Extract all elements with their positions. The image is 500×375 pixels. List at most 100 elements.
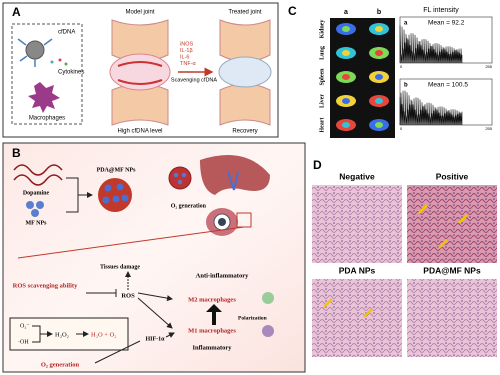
hif-label: HIF-1α <box>145 336 165 342</box>
ros-label: ROS <box>121 292 135 299</box>
polarization-label: Polarization <box>238 315 267 321</box>
inflammatory-label: Inflammatory <box>193 344 233 351</box>
high-level-label: High cfDNA level <box>117 129 162 135</box>
histology-image <box>407 279 497 357</box>
m1-cell <box>262 325 274 337</box>
dopamine-label: Dopamine <box>23 190 50 196</box>
histograms: a Mean = 92.2 0 255 b Mean = 100.5 0 255 <box>399 16 493 131</box>
column-label: a <box>344 9 348 16</box>
reaction-box <box>9 317 129 351</box>
organ-signal-core <box>375 98 383 104</box>
cytokines-label: Cytokines <box>58 70 84 76</box>
dna-strand <box>17 38 53 67</box>
histogram-profile <box>399 90 463 126</box>
panel-label: B <box>12 146 21 160</box>
histology-image <box>407 185 497 263</box>
yellow-arrow <box>458 214 468 224</box>
ros-scavenging: ROS scavenging ability <box>13 282 78 289</box>
inset-box <box>11 23 83 125</box>
organ-signal-core <box>342 122 350 128</box>
tile-label: PDA@MF NPs <box>423 265 481 275</box>
anti-inflammatory: Anti-inflammatory <box>196 272 249 279</box>
histology-image <box>312 185 402 263</box>
panel-label: C <box>288 4 297 18</box>
dopamine-chains <box>13 164 63 186</box>
merge-arrow <box>66 177 92 213</box>
histology-grid: Negative Positive PDA NPs PDA@MF NPs <box>312 171 497 357</box>
products: H₂O + O₂ <box>91 331 117 338</box>
m2-cell <box>262 292 274 304</box>
column-label: b <box>377 9 381 16</box>
organ-signal-core <box>342 74 350 80</box>
axis-start: 0 <box>400 126 403 131</box>
panel-a: A cfDNA Cytokines Macrophages Model join… <box>2 2 279 138</box>
callout-line <box>17 226 245 259</box>
yellow-arrow <box>438 239 448 249</box>
axis-end: 255 <box>485 126 492 131</box>
treated-joint <box>218 19 272 126</box>
histogram-mean: Mean = 100.5 <box>428 82 468 89</box>
cfdna-label: cfDNA <box>58 30 75 36</box>
m1-label: M1 macrophages <box>188 327 236 334</box>
panel-d: D Negative Positive PDA NPs PDA@MF NPs <box>312 158 497 357</box>
mf-nps <box>26 201 44 217</box>
yellow-arrow <box>323 298 333 308</box>
organ-signal-core <box>375 50 383 56</box>
mf-nps-label: MF NPs <box>26 220 48 226</box>
m2-label: M2 macrophages <box>188 296 236 303</box>
panel-b: B Dopamine MF NPs PDA@MF NPs O₂ generati… <box>2 142 306 373</box>
tile-label: PDA NPs <box>339 265 376 275</box>
organ-signal-core <box>342 50 350 56</box>
tissues-damage: Tissues damage <box>100 264 140 270</box>
organ-grid: a b Kidney Lung Spleen Liver Heart <box>319 9 389 133</box>
arrow <box>137 297 173 329</box>
o2-generation-bottom: O₂ generation <box>41 361 80 368</box>
model-joint-label: Model joint <box>125 10 154 16</box>
organ-label: Heart <box>319 118 325 133</box>
arrow <box>137 292 173 302</box>
organ-label: Kidney <box>319 20 325 39</box>
arrow-label: Scavenging cfDNA <box>171 77 217 83</box>
tile-label: Positive <box>436 171 469 181</box>
marker-label: IL-1β <box>180 48 193 54</box>
organ-signal-core <box>375 122 383 128</box>
histogram-title: FL intensity <box>423 7 459 14</box>
histogram-tag: b <box>404 83 408 89</box>
histogram-tag: a <box>404 21 408 27</box>
organ-signal-core <box>375 74 383 80</box>
hydroxyl: ·OH <box>18 339 29 345</box>
histology-image <box>312 279 402 357</box>
superoxide: O₂⁻ <box>20 323 30 329</box>
yellow-arrow <box>418 204 428 214</box>
marker-label: TNF-α <box>180 61 197 67</box>
organ-signal-core <box>375 26 383 32</box>
panel-label: A <box>12 5 21 19</box>
marker-label: IL-6 <box>180 54 189 60</box>
organ-label: Liver <box>319 94 325 108</box>
panel-c: C a b Kidney Lung Spleen Liver Heart FL intens… <box>288 4 493 138</box>
inhibit-line <box>94 340 141 364</box>
yellow-arrow <box>363 308 373 318</box>
organ-signal-core <box>342 26 350 32</box>
nanoparticle <box>25 40 45 60</box>
arrow <box>165 332 175 338</box>
organ-label: Lung <box>319 46 325 60</box>
polarization-arrow <box>206 304 222 325</box>
macrophages-label: Macrophages <box>29 116 65 122</box>
histogram-profile <box>399 25 463 64</box>
model-joint <box>109 19 171 126</box>
axis-start: 0 <box>400 64 403 69</box>
macrophage <box>28 82 60 113</box>
cytokine-dots <box>50 58 68 66</box>
axis-end: 255 <box>485 64 492 69</box>
reaction-arrow <box>32 325 52 343</box>
marker-label: iNOS <box>180 41 193 47</box>
h2o2: H₂O₂ <box>55 331 69 338</box>
o2-generation-top: O₂ generation <box>171 203 207 209</box>
treated-joint-label: Treated joint <box>228 10 261 16</box>
organ-label: Spleen <box>319 68 325 86</box>
panel-label: D <box>313 158 322 172</box>
pda-mf-label: PDA@MF NPs <box>97 167 137 173</box>
